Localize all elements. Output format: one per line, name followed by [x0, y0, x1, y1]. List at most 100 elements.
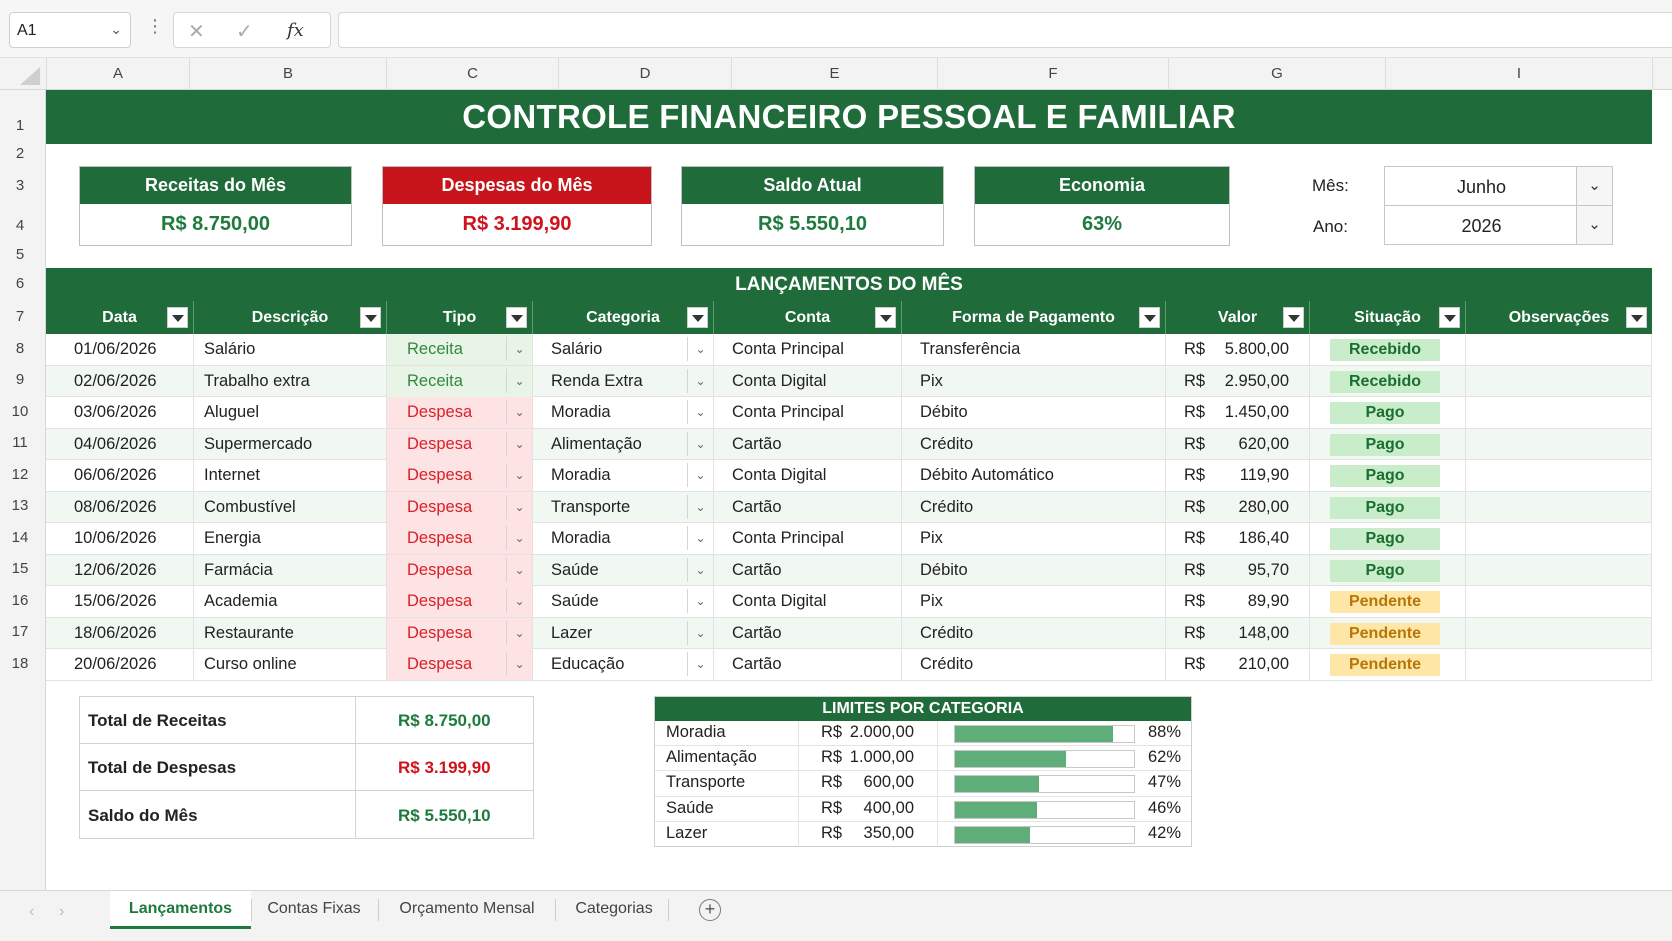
filter-icon[interactable]	[1626, 307, 1647, 328]
chevron-down-icon[interactable]: ⌄	[687, 368, 713, 393]
cell-data[interactable]: 06/06/2026	[46, 460, 194, 491]
row-header[interactable]: 9	[15, 371, 25, 388]
filter-icon[interactable]	[1283, 307, 1304, 328]
cell-conta[interactable]: Cartão	[714, 554, 902, 586]
row-header[interactable]: 16	[11, 592, 29, 609]
cell-data[interactable]: 04/06/2026	[46, 428, 194, 460]
cell-data[interactable]: 08/06/2026	[46, 491, 194, 523]
cell-descricao[interactable]: Salário	[194, 334, 387, 365]
kpi-saldo[interactable]: Saldo Atual R$ 5.550,10	[681, 166, 944, 246]
chevron-down-icon[interactable]: ⌄	[506, 463, 532, 487]
cell-obs[interactable]	[1466, 649, 1652, 680]
col-header-d[interactable]: D	[558, 58, 731, 90]
cell-conta[interactable]: Conta Principal	[714, 523, 902, 554]
chevron-down-icon[interactable]: ⌄	[1576, 167, 1612, 205]
cell-situacao[interactable]: Pago	[1310, 523, 1466, 554]
cell-situacao[interactable]: Pago	[1310, 397, 1466, 428]
cell-situacao[interactable]: Pendente	[1310, 586, 1466, 617]
cell-valor[interactable]: R$ 148,00	[1166, 617, 1310, 649]
row-header[interactable]: 2	[15, 145, 25, 162]
table-row[interactable]: 01/06/2026 Salário Receita ⌄ Salário ⌄ Conta P…	[46, 334, 1652, 366]
chevron-down-icon[interactable]: ⌄	[1576, 206, 1612, 244]
filter-icon[interactable]	[167, 307, 188, 328]
cell-data[interactable]: 01/06/2026	[46, 334, 194, 365]
row-header[interactable]: 4	[15, 217, 25, 234]
row-header[interactable]: 5	[15, 246, 25, 263]
cell-valor[interactable]: R$ 620,00	[1166, 428, 1310, 460]
table-row[interactable]: 08/06/2026 Combustível Despesa ⌄ Transporte ⌄…	[46, 491, 1652, 523]
cell-valor[interactable]: R$ 210,00	[1166, 649, 1310, 680]
cell-categoria[interactable]: Salário ⌄	[533, 334, 714, 365]
cell-descricao[interactable]: Supermercado	[194, 428, 387, 460]
header-valor[interactable]: Valor	[1166, 301, 1310, 334]
kpi-economia[interactable]: Economia 63%	[974, 166, 1230, 246]
cell-obs[interactable]	[1466, 491, 1652, 523]
next-sheet-icon[interactable]: ›	[59, 903, 65, 920]
tab-categorias[interactable]: Categorias	[575, 900, 653, 917]
chevron-down-icon[interactable]: ⌄	[687, 400, 713, 424]
chevron-down-icon[interactable]: ⌄	[506, 620, 532, 645]
tab-contas-fixas[interactable]: Contas Fixas	[267, 900, 361, 917]
kpi-despesas[interactable]: Despesas do Mês R$ 3.199,90	[382, 166, 652, 246]
table-row[interactable]: 20/06/2026 Curso online Despesa ⌄ Educação ⌄ C…	[46, 649, 1652, 681]
cell-categoria[interactable]: Saúde ⌄	[533, 586, 714, 617]
cell-tipo[interactable]: Despesa ⌄	[387, 649, 533, 680]
cell-obs[interactable]	[1466, 334, 1652, 365]
more-options-icon[interactable]: ⋮	[146, 16, 164, 36]
row-header[interactable]: 7	[15, 308, 25, 325]
month-select[interactable]: Junho ⌄	[1384, 166, 1613, 206]
formula-input[interactable]	[338, 12, 1672, 48]
chevron-down-icon[interactable]: ⌄	[506, 494, 532, 519]
cell-categoria[interactable]: Moradia ⌄	[533, 460, 714, 491]
table-row[interactable]: 03/06/2026 Aluguel Despesa ⌄ Moradia ⌄ Conta P…	[46, 397, 1652, 429]
cell-categoria[interactable]: Transporte ⌄	[533, 491, 714, 523]
cell-conta[interactable]: Conta Digital	[714, 365, 902, 397]
header-situacao[interactable]: Situação	[1310, 301, 1466, 334]
cell-conta[interactable]: Cartão	[714, 491, 902, 523]
cell-data[interactable]: 10/06/2026	[46, 523, 194, 554]
kpi-receitas[interactable]: Receitas do Mês R$ 8.750,00	[79, 166, 352, 246]
row-header[interactable]: 6	[15, 275, 25, 292]
cell-forma[interactable]: Débito	[902, 554, 1166, 586]
cell-tipo[interactable]: Despesa ⌄	[387, 460, 533, 491]
cell-tipo[interactable]: Despesa ⌄	[387, 428, 533, 460]
select-all-corner[interactable]	[0, 58, 46, 90]
cell-obs[interactable]	[1466, 586, 1652, 617]
chevron-down-icon[interactable]: ⌄	[506, 337, 532, 361]
cell-tipo[interactable]: Receita ⌄	[387, 365, 533, 397]
row-header[interactable]: 11	[12, 434, 28, 451]
cell-obs[interactable]	[1466, 617, 1652, 649]
cell-valor[interactable]: R$ 5.800,00	[1166, 334, 1310, 365]
cell-conta[interactable]: Conta Principal	[714, 397, 902, 428]
cell-categoria[interactable]: Moradia ⌄	[533, 523, 714, 554]
cell-obs[interactable]	[1466, 554, 1652, 586]
chevron-down-icon[interactable]: ⌄	[506, 431, 532, 456]
check-icon[interactable]: ✓	[236, 21, 253, 43]
cell-situacao[interactable]: Pendente	[1310, 649, 1466, 680]
header-tipo[interactable]: Tipo	[387, 301, 533, 334]
cell-data[interactable]: 15/06/2026	[46, 586, 194, 617]
chevron-down-icon[interactable]: ⌄	[506, 400, 532, 424]
chevron-down-icon[interactable]: ⌄	[687, 620, 713, 645]
cell-forma[interactable]: Crédito	[902, 649, 1166, 680]
limit-row[interactable]: Moradia R$ 2.000,00 88%	[655, 721, 1191, 747]
filter-icon[interactable]	[506, 307, 527, 328]
row-header[interactable]: 3	[15, 177, 25, 194]
chevron-down-icon[interactable]: ⌄	[687, 652, 713, 676]
header-descricao[interactable]: Descrição	[194, 301, 387, 334]
cell-obs[interactable]	[1466, 523, 1652, 554]
table-row[interactable]: 06/06/2026 Internet Despesa ⌄ Moradia ⌄ Conta …	[46, 460, 1652, 492]
cell-descricao[interactable]: Farmácia	[194, 554, 387, 586]
prev-sheet-icon[interactable]: ‹	[29, 903, 35, 920]
row-header[interactable]: 18	[11, 655, 29, 672]
cell-situacao[interactable]: Pago	[1310, 460, 1466, 491]
header-forma[interactable]: Forma de Pagamento	[902, 301, 1166, 334]
row-header[interactable]: 1	[15, 117, 25, 134]
cell-valor[interactable]: R$ 186,40	[1166, 523, 1310, 554]
col-header-g[interactable]: G	[1168, 58, 1385, 90]
header-conta[interactable]: Conta	[714, 301, 902, 334]
limit-row[interactable]: Saúde R$ 400,00 46%	[655, 796, 1191, 822]
cell-categoria[interactable]: Alimentação ⌄	[533, 428, 714, 460]
cell-valor[interactable]: R$ 280,00	[1166, 491, 1310, 523]
total-row[interactable]: Total de Despesas R$ 3.199,90	[80, 744, 533, 791]
